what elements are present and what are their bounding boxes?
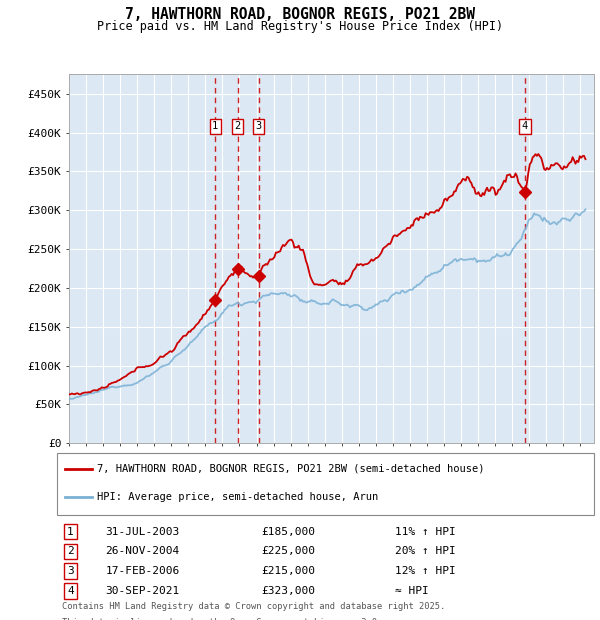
Text: Price paid vs. HM Land Registry's House Price Index (HPI): Price paid vs. HM Land Registry's House … <box>97 20 503 33</box>
Text: 31-JUL-2003: 31-JUL-2003 <box>106 526 179 536</box>
Text: £185,000: £185,000 <box>261 526 315 536</box>
Text: £323,000: £323,000 <box>261 586 315 596</box>
Text: 3: 3 <box>256 122 262 131</box>
Text: 17-FEB-2006: 17-FEB-2006 <box>106 566 179 576</box>
Text: 7, HAWTHORN ROAD, BOGNOR REGIS, PO21 2BW (semi-detached house): 7, HAWTHORN ROAD, BOGNOR REGIS, PO21 2BW… <box>97 464 485 474</box>
Text: £225,000: £225,000 <box>261 546 315 556</box>
Text: 11% ↑ HPI: 11% ↑ HPI <box>395 526 456 536</box>
Text: ≈ HPI: ≈ HPI <box>395 586 429 596</box>
Text: 12% ↑ HPI: 12% ↑ HPI <box>395 566 456 576</box>
Text: Contains HM Land Registry data © Crown copyright and database right 2025.: Contains HM Land Registry data © Crown c… <box>62 602 446 611</box>
Text: 30-SEP-2021: 30-SEP-2021 <box>106 586 179 596</box>
Text: 3: 3 <box>67 566 74 576</box>
Text: 2: 2 <box>235 122 241 131</box>
Text: £215,000: £215,000 <box>261 566 315 576</box>
Text: 2: 2 <box>67 546 74 556</box>
Text: HPI: Average price, semi-detached house, Arun: HPI: Average price, semi-detached house,… <box>97 492 379 502</box>
Text: 7, HAWTHORN ROAD, BOGNOR REGIS, PO21 2BW: 7, HAWTHORN ROAD, BOGNOR REGIS, PO21 2BW <box>125 7 475 22</box>
Text: 4: 4 <box>67 586 74 596</box>
Text: 4: 4 <box>522 122 528 131</box>
Text: 26-NOV-2004: 26-NOV-2004 <box>106 546 179 556</box>
Text: 1: 1 <box>67 526 74 536</box>
Text: This data is licensed under the Open Government Licence v3.0.: This data is licensed under the Open Gov… <box>62 618 383 620</box>
Text: 1: 1 <box>212 122 218 131</box>
FancyBboxPatch shape <box>57 453 594 515</box>
Text: 20% ↑ HPI: 20% ↑ HPI <box>395 546 456 556</box>
